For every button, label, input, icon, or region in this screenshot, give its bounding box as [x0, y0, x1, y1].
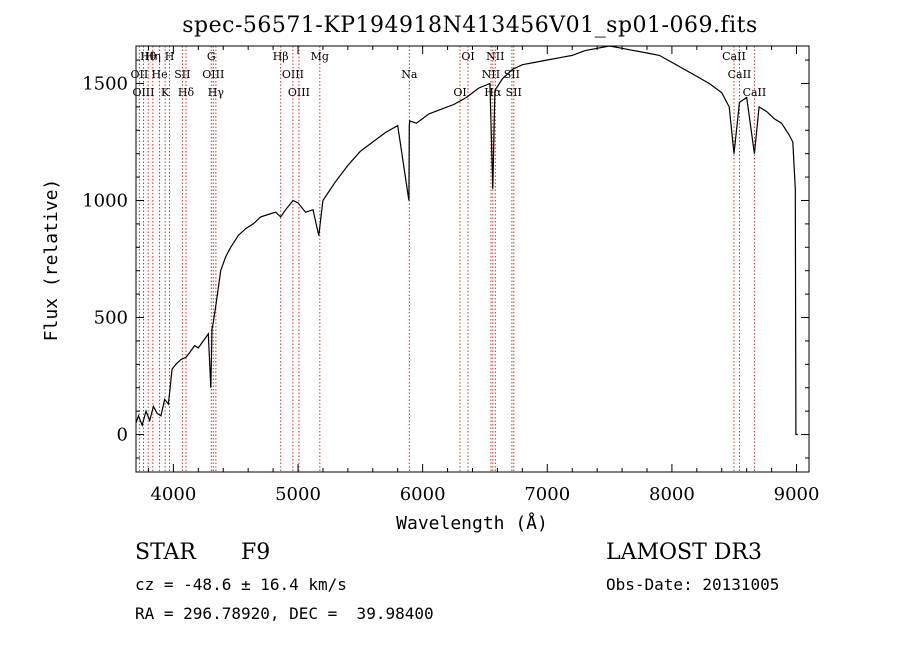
spectral-line-label: He	[152, 68, 168, 81]
spectral-line-label: SII	[174, 68, 190, 81]
spectral-line-label: G	[207, 50, 216, 63]
x-axis-label: Wavelength (Å)	[396, 512, 548, 534]
spectral-line-label: Hα	[484, 86, 502, 99]
chart-title: spec-56571-KP194918N413456V01_sp01-069.f…	[182, 13, 758, 38]
spectral-line-label: Hβ	[273, 50, 289, 63]
spectral-line-label: OIII	[202, 68, 224, 81]
spectral-line-label: NII	[482, 68, 500, 81]
y-tick-label: 1000	[82, 190, 128, 211]
x-tick-label: 7000	[524, 484, 570, 505]
object-type: STAR	[135, 540, 196, 565]
spectral-line-label: Hη	[145, 50, 161, 63]
spectral-line-label: CaII	[743, 86, 767, 99]
spectral-line-label: OI	[461, 50, 474, 63]
y-tick-label: 500	[94, 308, 128, 329]
coordinates-readout: RA = 296.78920, DEC = 39.98400	[135, 604, 434, 623]
spectrum-line	[135, 45, 798, 436]
spectral-line-label: NII	[486, 50, 504, 63]
y-tick-label: 1500	[82, 73, 128, 94]
x-tick-label: 8000	[649, 484, 695, 505]
spectral-line-label: Hδ	[178, 86, 195, 99]
spectral-line-markers	[138, 46, 755, 472]
x-tick-label: 6000	[400, 484, 446, 505]
observation-date: Obs-Date: 20131005	[606, 575, 780, 594]
x-tick-label: 5000	[275, 484, 321, 505]
spectral-line-label: Hγ	[208, 86, 225, 99]
x-tick-label: 9000	[774, 484, 820, 505]
y-tick-label: 0	[117, 425, 128, 446]
spectral-line-label: OI	[453, 86, 466, 99]
spectral-line-label: CaII	[722, 50, 746, 63]
y-axis-label: Flux (relative)	[41, 179, 62, 342]
spectral-line-labels: Hθ OII OIII Hη He K H SII Hδ G OIII Hγ Hβ OIII OIII Mg N…	[131, 50, 767, 99]
survey-name: LAMOST DR3	[606, 540, 762, 565]
plot-frame	[135, 45, 810, 473]
spectral-line-label: OII	[131, 68, 149, 81]
plot-series	[135, 45, 798, 436]
spectral-line-label: Hθ	[140, 50, 157, 63]
spectral-line-label: CaII	[728, 68, 752, 81]
spectral-line-label: OIII	[288, 86, 310, 99]
x-tick-label: 4000	[150, 484, 196, 505]
spectral-line-label: H	[165, 50, 175, 63]
spectral-line-label: Mg	[311, 50, 329, 63]
spectral-line-label: SII	[504, 68, 520, 81]
spectral-line-label: OIII	[132, 86, 154, 99]
axis-ticks: 4000 5000 6000 7000 8000 9000 0 500 1000 1500	[82, 46, 819, 505]
spectral-line-label: K	[161, 86, 170, 99]
spectral-line-label: SII	[506, 86, 522, 99]
spectral-subclass: F9	[241, 540, 271, 565]
spectral-line-label: OIII	[282, 68, 304, 81]
redshift-readout: cz = -48.6 ± 16.4 km/s	[135, 575, 347, 594]
spectral-line-label: Na	[401, 68, 418, 81]
